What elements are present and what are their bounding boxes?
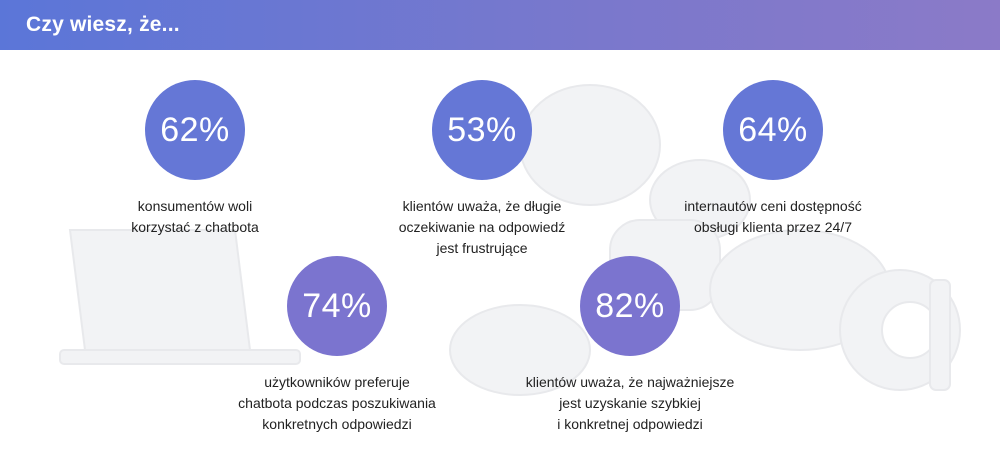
stat-circle: 53% bbox=[432, 80, 532, 180]
stat-description: klientów uważa, że długie oczekiwanie na… bbox=[398, 198, 566, 256]
stat-circle: 62% bbox=[145, 80, 245, 180]
stat-card-53: 53% klientów uważa, że długie oczekiwani… bbox=[352, 80, 612, 259]
page-title: Czy wiesz, że... bbox=[26, 13, 180, 36]
stat-card-62: 62% konsumentów woli korzystać z chatbot… bbox=[65, 80, 325, 238]
stat-description: użytkowników preferuje chatbota podczas … bbox=[238, 374, 436, 432]
stat-description: konsumentów woli korzystać z chatbota bbox=[131, 198, 259, 235]
stat-card-82: 82% klientów uważa, że najważniejsze jes… bbox=[500, 256, 760, 435]
header-banner: Czy wiesz, że... bbox=[0, 0, 1000, 50]
stat-circle: 74% bbox=[287, 256, 387, 356]
stat-circle: 64% bbox=[723, 80, 823, 180]
stat-circle: 82% bbox=[580, 256, 680, 356]
stat-description: klientów uważa, że najważniejsze jest uz… bbox=[525, 374, 735, 432]
stat-card-64: 64% internautów ceni dostępność obsługi … bbox=[643, 80, 903, 238]
stat-card-74: 74% użytkowników preferuje chatbota podc… bbox=[207, 256, 467, 435]
stat-description: internautów ceni dostępność obsługi klie… bbox=[684, 198, 862, 235]
